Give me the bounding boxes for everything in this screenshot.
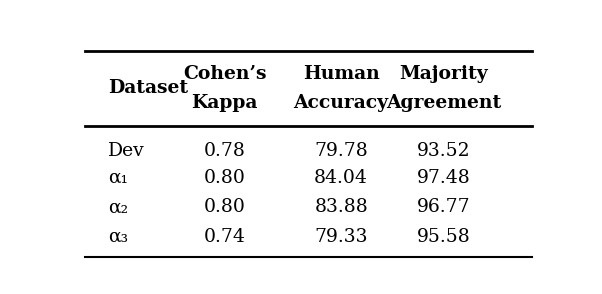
Text: 79.78: 79.78 [314, 142, 368, 160]
Text: Dev: Dev [108, 142, 144, 160]
Text: α₂: α₂ [108, 198, 128, 216]
Text: Accuracy: Accuracy [294, 94, 389, 112]
Text: α₁: α₁ [108, 169, 128, 187]
Text: Human: Human [303, 65, 379, 83]
Text: 96.77: 96.77 [417, 198, 471, 216]
Text: Cohen’s: Cohen’s [183, 65, 266, 83]
Text: 79.33: 79.33 [314, 228, 368, 246]
Text: Dataset: Dataset [108, 79, 188, 98]
Text: α₃: α₃ [108, 228, 128, 246]
Text: Agreement: Agreement [386, 94, 501, 112]
Text: Majority: Majority [400, 65, 488, 83]
Text: 0.78: 0.78 [203, 142, 246, 160]
Text: 84.04: 84.04 [314, 169, 368, 187]
Text: 0.74: 0.74 [203, 228, 246, 246]
Text: 93.52: 93.52 [417, 142, 471, 160]
Text: 83.88: 83.88 [314, 198, 368, 216]
Text: 0.80: 0.80 [203, 198, 246, 216]
Text: 0.80: 0.80 [203, 169, 246, 187]
Text: Kappa: Kappa [191, 94, 258, 112]
Text: 97.48: 97.48 [417, 169, 471, 187]
Text: 95.58: 95.58 [417, 228, 471, 246]
